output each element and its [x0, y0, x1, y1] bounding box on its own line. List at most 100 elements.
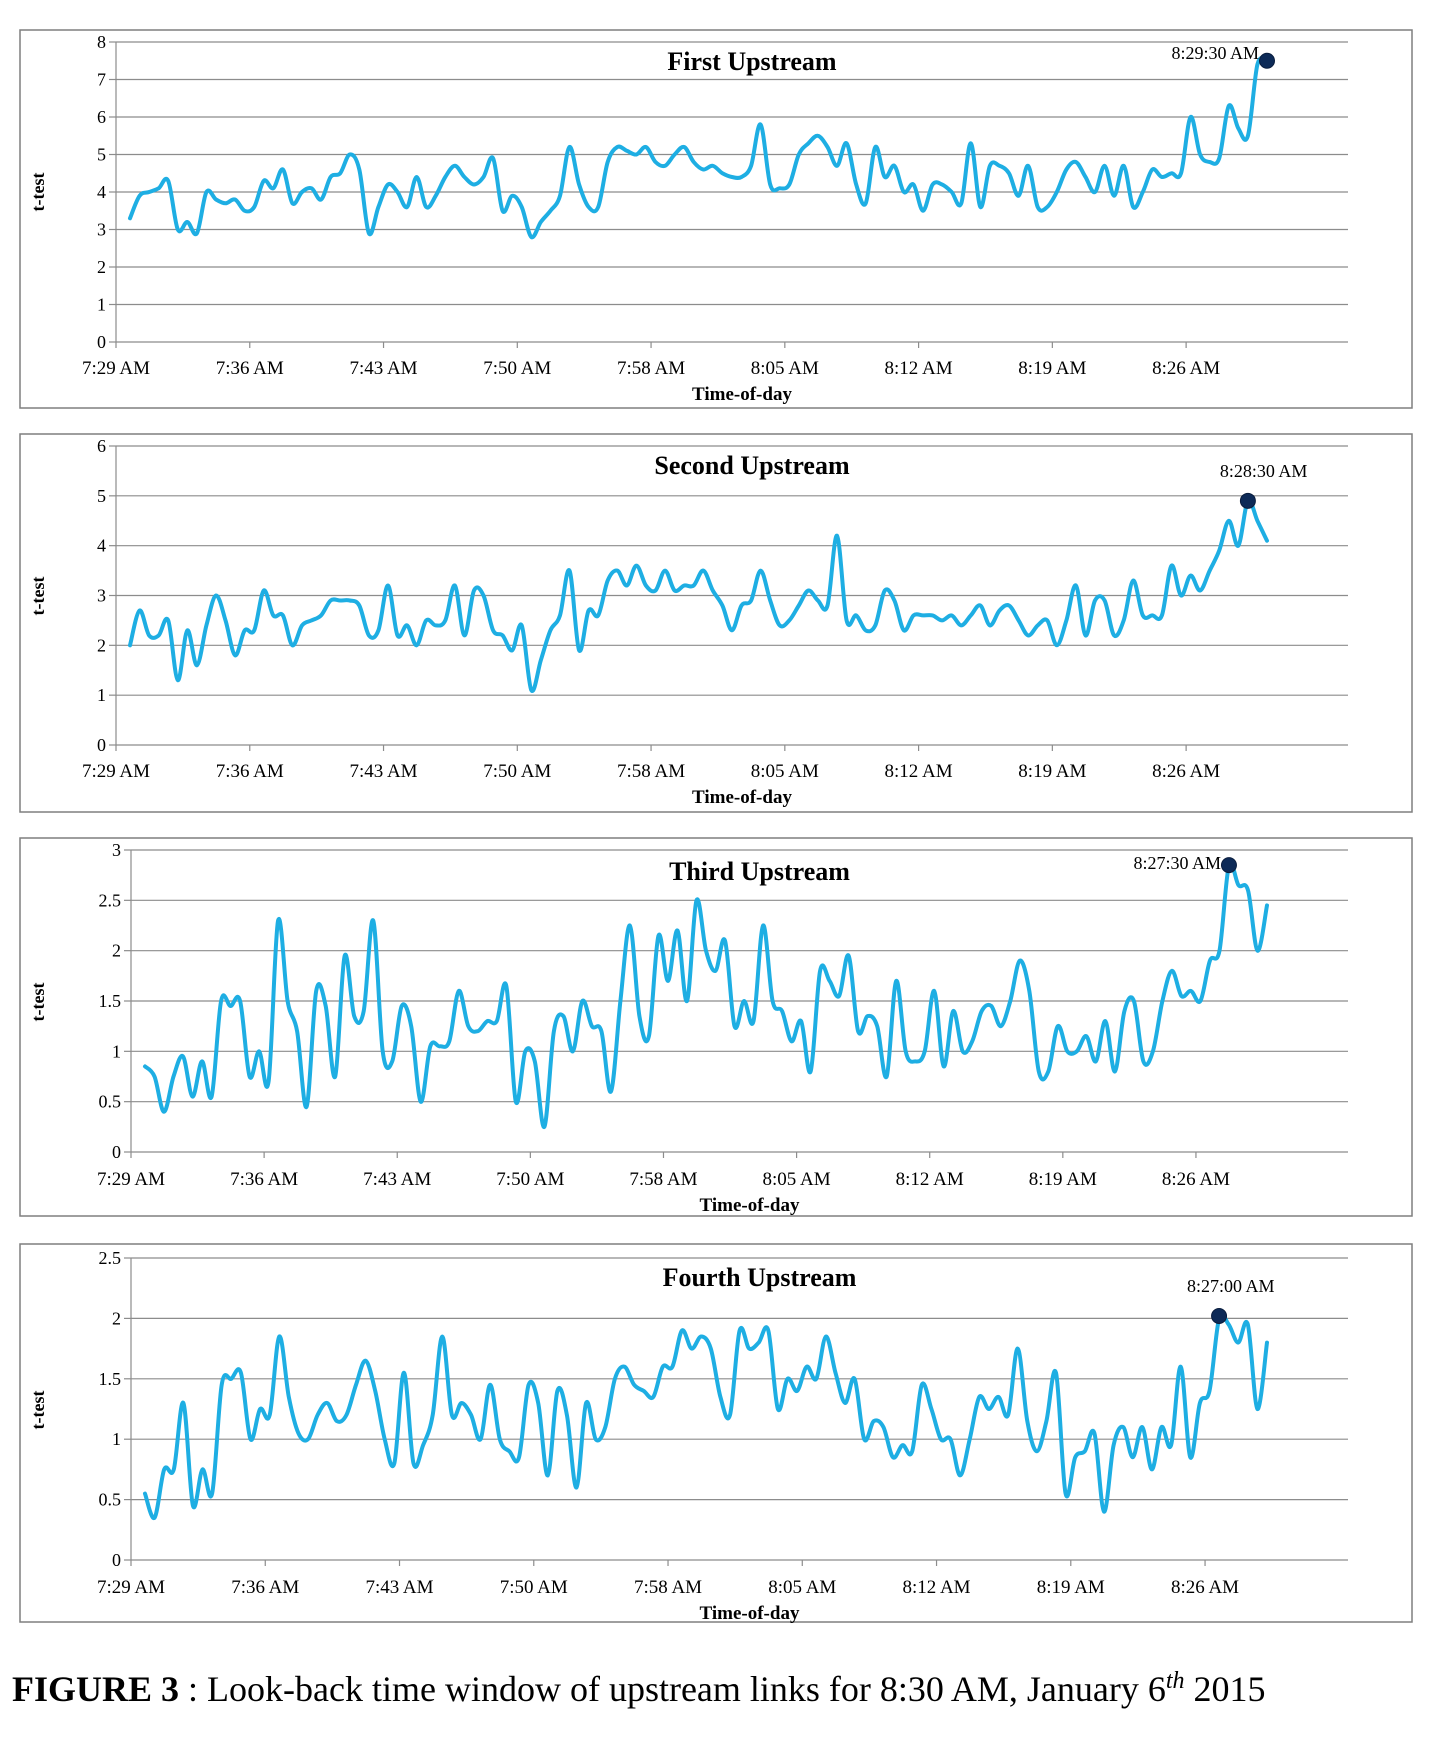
x-tick-label: 7:43 AM — [365, 1577, 433, 1598]
y-tick-label: 1 — [112, 1041, 121, 1061]
series-line — [143, 860, 1269, 1129]
y-axis: 0 0.5 1 1.5 2 2.5 3 — [99, 840, 1348, 1162]
x-axis: 7:29 AM 7:36 AM 7:43 AM 7:50 AM 7:58 AM 8:05 … — [97, 1152, 1230, 1190]
peak-marker — [1220, 857, 1237, 874]
x-tick-label: 8:05 AM — [751, 761, 819, 782]
x-tick-label: 8:05 AM — [763, 1169, 831, 1190]
x-tick-label: 7:29 AM — [97, 1577, 165, 1598]
caption-label: FIGURE 3 — [12, 1669, 180, 1709]
y-axis: 0 0.5 1 1.5 2 2.5 — [99, 1248, 1348, 1570]
series-line — [128, 498, 1269, 693]
y-tick-label: 7 — [97, 70, 106, 90]
y-tick-label: 0 — [97, 735, 106, 755]
y-tick-label: 4 — [97, 182, 106, 202]
y-tick-label: 3 — [112, 840, 121, 860]
caption-tail: 2015 — [1184, 1669, 1266, 1709]
x-axis-label: Time-of-day — [692, 787, 792, 808]
x-tick-label: 8:26 AM — [1171, 1577, 1239, 1598]
x-tick-label: 8:12 AM — [885, 358, 953, 379]
y-axis-label: t-test — [28, 577, 48, 616]
y-tick-label: 2 — [112, 1308, 121, 1328]
x-tick-label: 8:05 AM — [751, 358, 819, 379]
chart-title: First Upstream — [667, 47, 837, 76]
x-tick-label: 7:50 AM — [496, 1169, 564, 1190]
chart-title: Second Upstream — [654, 451, 850, 480]
x-axis: 7:29 AM 7:36 AM 7:43 AM 7:50 AM 7:58 AM 8:05 … — [82, 342, 1220, 379]
x-tick-label: 7:58 AM — [629, 1169, 697, 1190]
peak-marker — [1211, 1307, 1228, 1324]
peak-annotation-label: 8:28:30 AM — [1220, 461, 1308, 481]
peak-marker — [1259, 52, 1275, 69]
x-tick-label: 8:26 AM — [1152, 761, 1220, 782]
x-tick-label: 7:29 AM — [82, 358, 150, 379]
y-tick-label: 2 — [112, 941, 121, 961]
x-tick-label: 7:36 AM — [216, 761, 284, 782]
x-tick-label: 8:19 AM — [1029, 1169, 1097, 1190]
x-tick-label: 8:12 AM — [885, 761, 953, 782]
x-tick-label: 7:43 AM — [349, 358, 417, 379]
figure-caption: FIGURE 3 : Look-back time window of upst… — [12, 1668, 1266, 1710]
peak-annotation-label: 8:27:30 AM — [1133, 853, 1221, 873]
y-tick-label: 0 — [112, 1550, 121, 1570]
y-tick-label: 1 — [97, 685, 106, 705]
chart-frame — [19, 433, 1413, 813]
x-tick-label: 8:05 AM — [768, 1577, 836, 1598]
x-tick-label: 8:19 AM — [1037, 1577, 1105, 1598]
x-axis: 7:29 AM 7:36 AM 7:43 AM 7:50 AM 7:58 AM 8:05 … — [82, 745, 1220, 782]
x-tick-label: 7:29 AM — [82, 761, 150, 782]
figure-charts: 0 1 2 3 4 5 6 7 8 7:29 AM 7:36 AM 7:43 AM 7:50 AM 7:5… — [19, 29, 1413, 1624]
y-tick-label: 1 — [112, 1429, 121, 1449]
x-tick-label: 7:50 AM — [483, 761, 551, 782]
y-axis-label: t-test — [28, 1391, 48, 1430]
y-tick-label: 5 — [97, 145, 106, 165]
x-tick-label: 7:36 AM — [216, 358, 284, 379]
x-tick-label: 7:58 AM — [634, 1577, 702, 1598]
series-line — [128, 56, 1269, 240]
y-tick-label: 1.5 — [99, 1369, 122, 1389]
x-tick-label: 7:36 AM — [230, 1169, 298, 1190]
x-tick-label: 8:26 AM — [1162, 1169, 1230, 1190]
x-tick-label: 7:29 AM — [97, 1169, 165, 1190]
y-tick-label: 6 — [97, 107, 106, 127]
x-tick-label: 7:36 AM — [231, 1577, 299, 1598]
y-tick-label: 2 — [97, 257, 106, 277]
chart-2: 0 1 2 3 4 5 6 7:29 AM 7:36 AM 7:43 AM 7:50 AM 7:58 … — [19, 433, 1413, 813]
x-tick-label: 8:12 AM — [896, 1169, 964, 1190]
chart-frame — [19, 1243, 1413, 1623]
y-tick-label: 8 — [97, 32, 106, 52]
x-axis: 7:29 AM 7:36 AM 7:43 AM 7:50 AM 7:58 AM 8:05 … — [97, 1560, 1239, 1598]
y-tick-label: 6 — [97, 436, 106, 456]
y-tick-label: 1 — [97, 295, 106, 315]
y-axis: 0 1 2 3 4 5 6 7 8 — [97, 32, 1348, 352]
chart-frame — [19, 29, 1413, 409]
chart-4: 0 0.5 1 1.5 2 2.5 7:29 AM 7:36 AM 7:43 AM 7:50 AM… — [19, 1243, 1413, 1624]
caption-superscript: th — [1165, 1668, 1185, 1694]
peak-marker — [1239, 492, 1256, 509]
y-axis-label: t-test — [28, 983, 48, 1022]
y-tick-label: 0 — [97, 332, 106, 352]
x-tick-label: 8:26 AM — [1152, 358, 1220, 379]
x-tick-label: 7:50 AM — [500, 1577, 568, 1598]
peak-annotation-label: 8:27:00 AM — [1187, 1276, 1275, 1296]
y-tick-label: 2.5 — [99, 890, 122, 910]
y-tick-label: 2.5 — [99, 1248, 122, 1268]
chart-title: Fourth Upstream — [663, 1263, 857, 1292]
series-line — [143, 1312, 1269, 1520]
y-tick-label: 2 — [97, 635, 106, 655]
y-tick-label: 5 — [97, 486, 106, 506]
y-axis-label: t-test — [28, 173, 48, 212]
x-tick-label: 7:58 AM — [617, 358, 685, 379]
y-tick-label: 3 — [97, 220, 106, 240]
y-tick-label: 4 — [97, 536, 106, 556]
x-tick-label: 7:43 AM — [349, 761, 417, 782]
chart-title: Third Upstream — [669, 857, 850, 886]
x-tick-label: 7:43 AM — [363, 1169, 431, 1190]
x-tick-label: 8:19 AM — [1018, 358, 1086, 379]
x-tick-label: 8:19 AM — [1018, 761, 1086, 782]
x-tick-label: 8:12 AM — [902, 1577, 970, 1598]
peak-annotation-label: 8:29:30 AM — [1171, 43, 1259, 63]
x-tick-label: 7:50 AM — [483, 358, 551, 379]
x-axis-label: Time-of-day — [700, 1195, 800, 1216]
y-tick-label: 1.5 — [99, 991, 122, 1011]
chart-1: 0 1 2 3 4 5 6 7 8 7:29 AM 7:36 AM 7:43 AM 7:50 AM 7:5… — [19, 29, 1413, 409]
